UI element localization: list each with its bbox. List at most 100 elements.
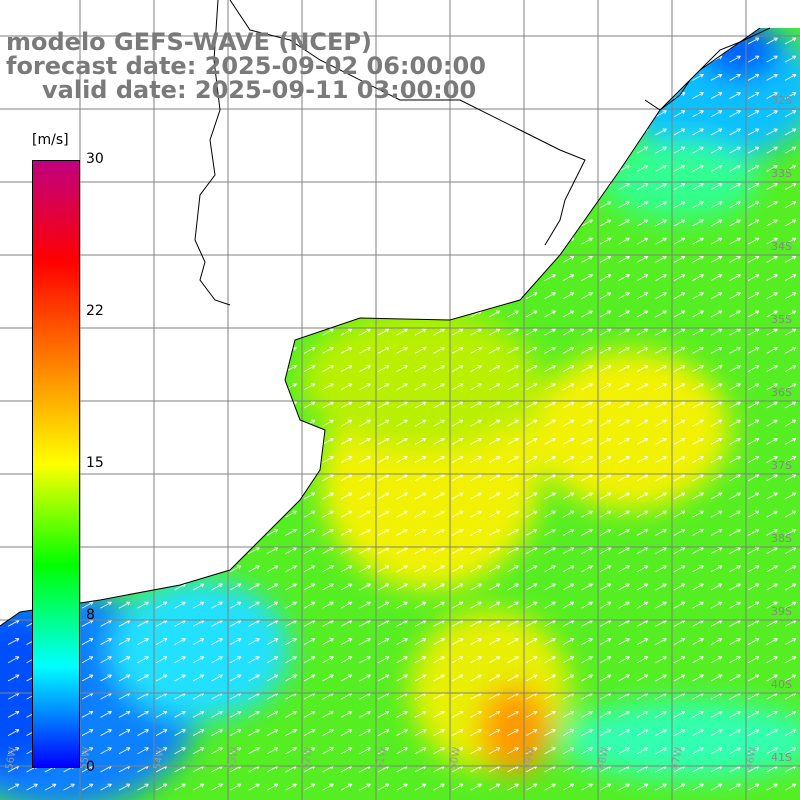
wind-arrowhead <box>533 310 538 315</box>
wind-arrow <box>174 237 186 245</box>
wind-arrowhead <box>15 92 20 96</box>
wind-arrowhead <box>274 110 279 115</box>
wind-arrowhead <box>348 783 353 788</box>
wind-arrowhead <box>255 656 260 661</box>
wind-arrow <box>266 183 279 190</box>
wind-arrowhead <box>625 219 630 224</box>
wind-arrow <box>784 383 797 391</box>
wind-arrowhead <box>533 328 538 333</box>
wind-arrow <box>303 310 316 318</box>
wind-arrowhead <box>218 310 223 315</box>
wind-arrowhead <box>718 365 723 369</box>
wind-arrow <box>7 438 20 445</box>
wind-arrowhead <box>496 365 501 369</box>
wind-arrow <box>229 274 242 281</box>
wind-arrowhead <box>385 492 390 497</box>
wind-arrow <box>100 510 112 518</box>
wind-arrow <box>636 510 649 518</box>
wind-arrow <box>766 438 778 445</box>
wind-arrow <box>655 74 667 81</box>
wind-arrowhead <box>440 638 445 642</box>
wind-arrowhead <box>551 128 556 133</box>
wind-arrowhead <box>218 583 223 588</box>
wind-arrow <box>784 292 797 300</box>
wind-arrow <box>248 747 260 755</box>
longitude-label: 51W <box>374 746 389 770</box>
wind-arrowhead <box>477 401 482 406</box>
wind-arrow <box>581 310 593 318</box>
wind-arrow <box>414 583 427 591</box>
wind-arrowhead <box>200 456 205 460</box>
wind-arrowhead <box>89 638 94 642</box>
wind-arrowhead <box>422 419 427 424</box>
wind-arrow <box>100 419 112 427</box>
wind-arrowhead <box>385 183 390 187</box>
wind-arrow <box>766 401 778 409</box>
wind-arrowhead <box>440 474 445 479</box>
wind-arrowhead <box>459 529 464 533</box>
wind-arrow <box>359 256 371 263</box>
wind-arrow <box>636 237 649 245</box>
wind-arrow <box>692 274 704 281</box>
wind-arrow <box>303 510 316 518</box>
wind-arrow <box>44 146 57 154</box>
wind-arrow <box>451 292 464 300</box>
wind-arrowhead <box>514 747 519 752</box>
wind-arrow <box>451 274 464 281</box>
colorbar-tick: 15 <box>86 455 104 471</box>
wind-arrowhead <box>755 711 760 715</box>
wind-arrow <box>729 583 741 591</box>
wind-arrowhead <box>551 529 556 533</box>
wind-arrowhead <box>570 674 575 679</box>
wind-arrowhead <box>422 328 427 333</box>
wind-arrow <box>137 765 149 773</box>
wind-arrow <box>211 674 223 682</box>
wind-arrow <box>581 510 593 518</box>
wind-arrowhead <box>607 383 612 388</box>
wind-arrowhead <box>144 383 149 388</box>
wind-arrow <box>451 765 464 773</box>
wind-arrow <box>266 419 279 427</box>
wind-arrow <box>340 219 353 227</box>
wind-arrow <box>581 256 593 263</box>
wind-arrow <box>655 55 667 63</box>
wind-arrowhead <box>440 274 445 278</box>
wind-arrow <box>229 419 242 427</box>
longitude-label: 47W <box>670 746 685 770</box>
wind-arrowhead <box>292 456 297 460</box>
wind-arrow <box>433 401 445 409</box>
wind-arrowhead <box>107 401 112 406</box>
wind-arrowhead <box>644 638 649 642</box>
wind-arrowhead <box>570 601 575 606</box>
wind-arrowhead <box>699 255 704 260</box>
wind-arrowhead <box>126 601 131 606</box>
wind-arrow <box>322 256 334 263</box>
wind-arrow <box>248 783 260 791</box>
model-title: modelo GEFS-WAVE (NCEP) <box>6 28 372 56</box>
wind-arrow <box>525 747 538 755</box>
wind-arrow <box>655 474 667 482</box>
wind-arrow <box>525 201 538 209</box>
wind-arrowhead <box>459 365 464 369</box>
wind-arrow <box>285 765 297 773</box>
wind-arrowhead <box>422 547 427 551</box>
wind-arrowhead <box>681 165 686 169</box>
wind-arrowhead <box>736 565 741 570</box>
wind-arrowhead <box>181 438 186 442</box>
wind-arrow <box>322 274 334 281</box>
wind-arrow <box>710 620 723 627</box>
wind-arrowhead <box>422 674 427 679</box>
wind-arrowhead <box>403 146 408 151</box>
wind-arrow <box>581 656 593 664</box>
wind-arrowhead <box>440 347 445 351</box>
wind-arrowhead <box>422 274 427 278</box>
wind-arrowhead <box>792 674 797 679</box>
wind-arrow <box>507 620 519 627</box>
wind-arrow <box>100 201 112 209</box>
wind-arrowhead <box>348 601 353 606</box>
wind-arrowhead <box>514 292 519 297</box>
wind-arrowhead <box>144 292 149 297</box>
wind-arrowhead <box>163 274 168 278</box>
wind-arrow <box>507 565 519 573</box>
wind-arrow <box>562 219 575 227</box>
